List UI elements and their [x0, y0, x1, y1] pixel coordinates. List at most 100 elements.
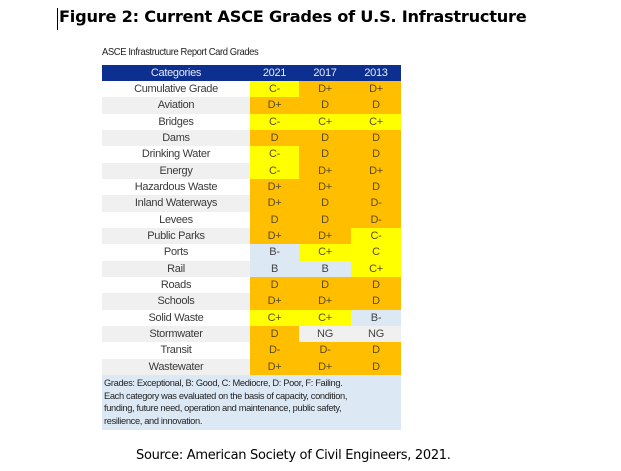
grade-cell-2017: D+	[299, 178, 351, 196]
category-cell: Roads	[102, 276, 250, 294]
grade-cell-2017: NG	[299, 325, 351, 343]
column-header-categories: Categories	[102, 65, 250, 81]
table-row: Transit D- D- D	[102, 342, 401, 359]
category-cell: Drinking Water	[102, 146, 250, 163]
grade-cell-2021: C-	[250, 146, 299, 163]
table-caption: ASCE Infrastructure Report Card Grades	[102, 46, 259, 58]
source-citation: Source: American Society of Civil Engine…	[136, 448, 451, 463]
grade-cell-2021: B	[250, 260, 299, 277]
figure-title: Figure 2: Current ASCE Grades of U.S. In…	[59, 7, 527, 26]
text-cursor	[57, 8, 58, 30]
category-cell: Energy	[102, 162, 250, 179]
table-row: Energy C- D+ D+	[102, 162, 401, 179]
grade-cell-2017: C+	[299, 113, 351, 130]
table-row: Rail B B C+	[102, 260, 401, 277]
table-row: Dams D D D	[102, 129, 401, 147]
grade-cell-2017: D+	[299, 162, 351, 179]
grade-cell-2021: D+	[250, 195, 299, 212]
table-row: Ports B- C+ C	[102, 244, 401, 261]
grade-cell-2021: D	[250, 325, 299, 343]
grade-cell-2017: D	[299, 129, 351, 147]
grade-cell-2013: D	[351, 178, 401, 196]
column-header-2013: 2013	[351, 65, 401, 81]
grade-cell-2017: B	[299, 260, 351, 277]
grade-cell-2013: C+	[351, 113, 401, 130]
grade-cell-2017: D+	[299, 227, 351, 245]
note-line: resilience, and innovation.	[104, 415, 203, 426]
grade-cell-2017: C+	[299, 309, 351, 326]
table-body: Cumulative Grade C- D+ D+ Aviation D+ D D Bridge…	[102, 81, 401, 375]
grades-table: Categories 2021 2017 2013 Cumulative Gra…	[102, 65, 401, 375]
category-cell: Wastewater	[102, 358, 250, 375]
grade-cell-2021: D+	[250, 227, 299, 245]
grade-cell-2021: C-	[250, 81, 299, 98]
grade-cell-2013: D	[351, 129, 401, 147]
grade-cell-2017: D+	[299, 293, 351, 310]
grade-cell-2021: C+	[250, 309, 299, 326]
table-row: Levees D D D-	[102, 211, 401, 228]
grade-cell-2013: C-	[351, 227, 401, 245]
table-row: Stormwater D NG NG	[102, 325, 401, 343]
table-row: Bridges C- C+ C+	[102, 113, 401, 130]
table-row: Cumulative Grade C- D+ D+	[102, 81, 401, 98]
note-line: funding, future need, operation and main…	[104, 403, 342, 414]
grade-cell-2013: B-	[351, 309, 401, 326]
category-cell: Aviation	[102, 97, 250, 114]
grade-cell-2017: D	[299, 97, 351, 114]
table-row: Wastewater D+ D+ D	[102, 358, 401, 375]
grade-cell-2021: D-	[250, 342, 299, 359]
grade-cell-2021: B-	[250, 244, 299, 261]
category-cell: Inland Waterways	[102, 195, 250, 212]
grade-cell-2013: D	[351, 342, 401, 359]
grade-cell-2017: D	[299, 146, 351, 163]
grade-cell-2017: C+	[299, 244, 351, 261]
table-row: Public Parks D+ D+ C-	[102, 227, 401, 245]
grade-cell-2013: D-	[351, 211, 401, 228]
category-cell: Hazardous Waste	[102, 178, 250, 196]
grade-cell-2013: D-	[351, 195, 401, 212]
grade-cell-2013: NG	[351, 325, 401, 343]
column-header-2017: 2017	[299, 65, 351, 81]
grade-cell-2017: D-	[299, 342, 351, 359]
grade-cell-2021: D+	[250, 97, 299, 114]
table-row: Schools D+ D+ D	[102, 293, 401, 310]
table-row: Roads D D D	[102, 276, 401, 294]
table-row: Hazardous Waste D+ D+ D	[102, 178, 401, 196]
grade-cell-2021: C-	[250, 113, 299, 130]
category-cell: Rail	[102, 260, 250, 277]
category-cell: Dams	[102, 129, 250, 147]
note-line: Grades: Exceptional, B: Good, C: Mediocr…	[104, 378, 343, 388]
table-row: Solid Waste C+ C+ B-	[102, 309, 401, 326]
category-cell: Transit	[102, 342, 250, 359]
grade-cell-2021: C-	[250, 162, 299, 179]
category-cell: Public Parks	[102, 227, 250, 245]
table-row: Inland Waterways D+ D D-	[102, 195, 401, 212]
category-cell: Schools	[102, 293, 250, 310]
grade-cell-2017: D+	[299, 81, 351, 98]
column-header-2021: 2021	[250, 65, 299, 81]
grade-cell-2013: C+	[351, 260, 401, 277]
grade-cell-2017: D	[299, 211, 351, 228]
table-row: Drinking Water C- D D	[102, 146, 401, 163]
grade-cell-2017: D	[299, 276, 351, 294]
category-cell: Stormwater	[102, 325, 250, 343]
note-line: Each category was evaluated on the basis…	[104, 390, 348, 401]
grade-cell-2013: D+	[351, 81, 401, 98]
category-cell: Ports	[102, 244, 250, 261]
category-cell: Cumulative Grade	[102, 81, 250, 98]
grade-cell-2013: D	[351, 276, 401, 294]
table-row: Aviation D+ D D	[102, 97, 401, 114]
grade-cell-2013: D	[351, 293, 401, 310]
grade-cell-2013: C	[351, 244, 401, 261]
grade-cell-2013: D	[351, 97, 401, 114]
category-cell: Solid Waste	[102, 309, 250, 326]
grade-cell-2021: D	[250, 129, 299, 147]
grade-cell-2013: D	[351, 146, 401, 163]
grade-cell-2013: D+	[351, 162, 401, 179]
category-cell: Levees	[102, 211, 250, 228]
category-cell: Bridges	[102, 113, 250, 130]
grading-note: Grades: Exceptional, B: Good, C: Mediocr…	[102, 375, 401, 430]
grade-cell-2021: D+	[250, 358, 299, 375]
grade-cell-2021: D+	[250, 178, 299, 196]
grade-cell-2017: D+	[299, 358, 351, 375]
